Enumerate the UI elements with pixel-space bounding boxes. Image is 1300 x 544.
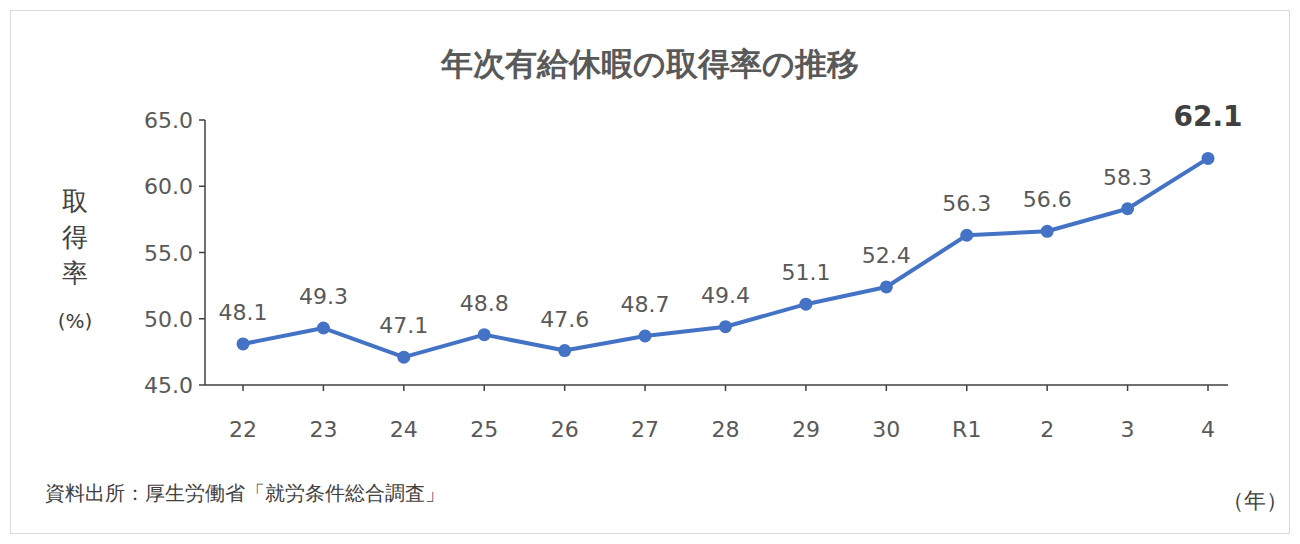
x-tick-label: 23 <box>309 417 337 442</box>
data-marker <box>719 320 732 333</box>
chart-title: 年次有給休暇の取得率の推移 <box>440 45 859 83</box>
source-note: 資料出所：厚生労働省「就労条件総合調査」 <box>45 481 445 505</box>
chart-root: 年次有給休暇の取得率の推移45.050.055.060.065.02223242… <box>0 0 1300 544</box>
x-tick-label: 3 <box>1121 417 1135 442</box>
y-axis <box>204 120 206 385</box>
y-tick-label: 55.0 <box>144 241 193 266</box>
x-tick-label: 30 <box>872 417 900 442</box>
x-tick-label: 26 <box>551 417 579 442</box>
x-tick <box>1207 385 1209 391</box>
x-tick <box>484 385 486 391</box>
x-tick-label: 29 <box>792 417 820 442</box>
data-marker <box>558 344 571 357</box>
y-axis-label-char: 得 <box>62 222 88 252</box>
data-marker <box>639 329 652 342</box>
y-tick <box>199 186 205 188</box>
data-label: 56.6 <box>1023 187 1072 212</box>
y-axis-label-unit: (%) <box>58 309 93 333</box>
data-marker <box>478 328 491 341</box>
data-marker <box>960 229 973 242</box>
y-tick-label: 60.0 <box>144 174 193 199</box>
x-tick-label: R1 <box>952 417 981 442</box>
x-tick <box>966 385 968 391</box>
data-label: 47.6 <box>540 307 589 332</box>
data-label: 51.1 <box>781 260 830 285</box>
x-tick-label: 25 <box>470 417 498 442</box>
x-tick-label: 22 <box>229 417 257 442</box>
data-label: 48.7 <box>621 292 670 317</box>
y-tick <box>199 318 205 320</box>
x-tick <box>886 385 888 391</box>
data-marker <box>1121 202 1134 215</box>
data-marker <box>1202 152 1215 165</box>
data-label: 52.4 <box>862 243 911 268</box>
x-tick <box>1127 385 1129 391</box>
data-line <box>243 158 1208 357</box>
data-label: 48.1 <box>219 300 268 325</box>
data-label: 47.1 <box>379 313 428 338</box>
data-marker <box>317 322 330 335</box>
x-axis-label: （年） <box>1222 488 1288 513</box>
data-label: 49.4 <box>701 283 750 308</box>
data-marker <box>1041 225 1054 238</box>
y-tick <box>199 119 205 121</box>
data-marker <box>397 351 410 364</box>
x-axis <box>205 384 1228 386</box>
x-tick <box>564 385 566 391</box>
y-axis-label: 取得率 (%) <box>58 186 93 333</box>
y-tick <box>199 384 205 386</box>
chart-svg: 年次有給休暇の取得率の推移45.050.055.060.065.02223242… <box>0 0 1300 544</box>
x-tick <box>805 385 807 391</box>
x-tick <box>725 385 727 391</box>
chart-frame <box>11 11 1290 534</box>
x-tick-label: 27 <box>631 417 659 442</box>
x-tick <box>242 385 244 391</box>
data-label: 62.1 <box>1173 100 1242 133</box>
x-tick-label: 4 <box>1201 417 1215 442</box>
x-tick <box>644 385 646 391</box>
x-tick-label: 24 <box>390 417 418 442</box>
y-tick-label: 50.0 <box>144 307 193 332</box>
y-axis-label-char: 率 <box>62 258 88 288</box>
data-label: 48.8 <box>460 291 509 316</box>
data-marker <box>799 298 812 311</box>
x-tick <box>323 385 325 391</box>
y-tick <box>199 252 205 254</box>
y-tick-label: 65.0 <box>144 108 193 133</box>
x-tick <box>403 385 405 391</box>
x-tick <box>1046 385 1048 391</box>
x-tick-label: 2 <box>1040 417 1054 442</box>
x-tick-label: 28 <box>712 417 740 442</box>
y-axis-label-char: 取 <box>62 186 88 216</box>
data-label: 56.3 <box>942 191 991 216</box>
y-tick-label: 45.0 <box>144 373 193 398</box>
plot-area <box>237 152 1215 364</box>
data-label: 58.3 <box>1103 165 1152 190</box>
data-marker <box>880 280 893 293</box>
data-label: 49.3 <box>299 284 348 309</box>
data-marker <box>237 337 250 350</box>
